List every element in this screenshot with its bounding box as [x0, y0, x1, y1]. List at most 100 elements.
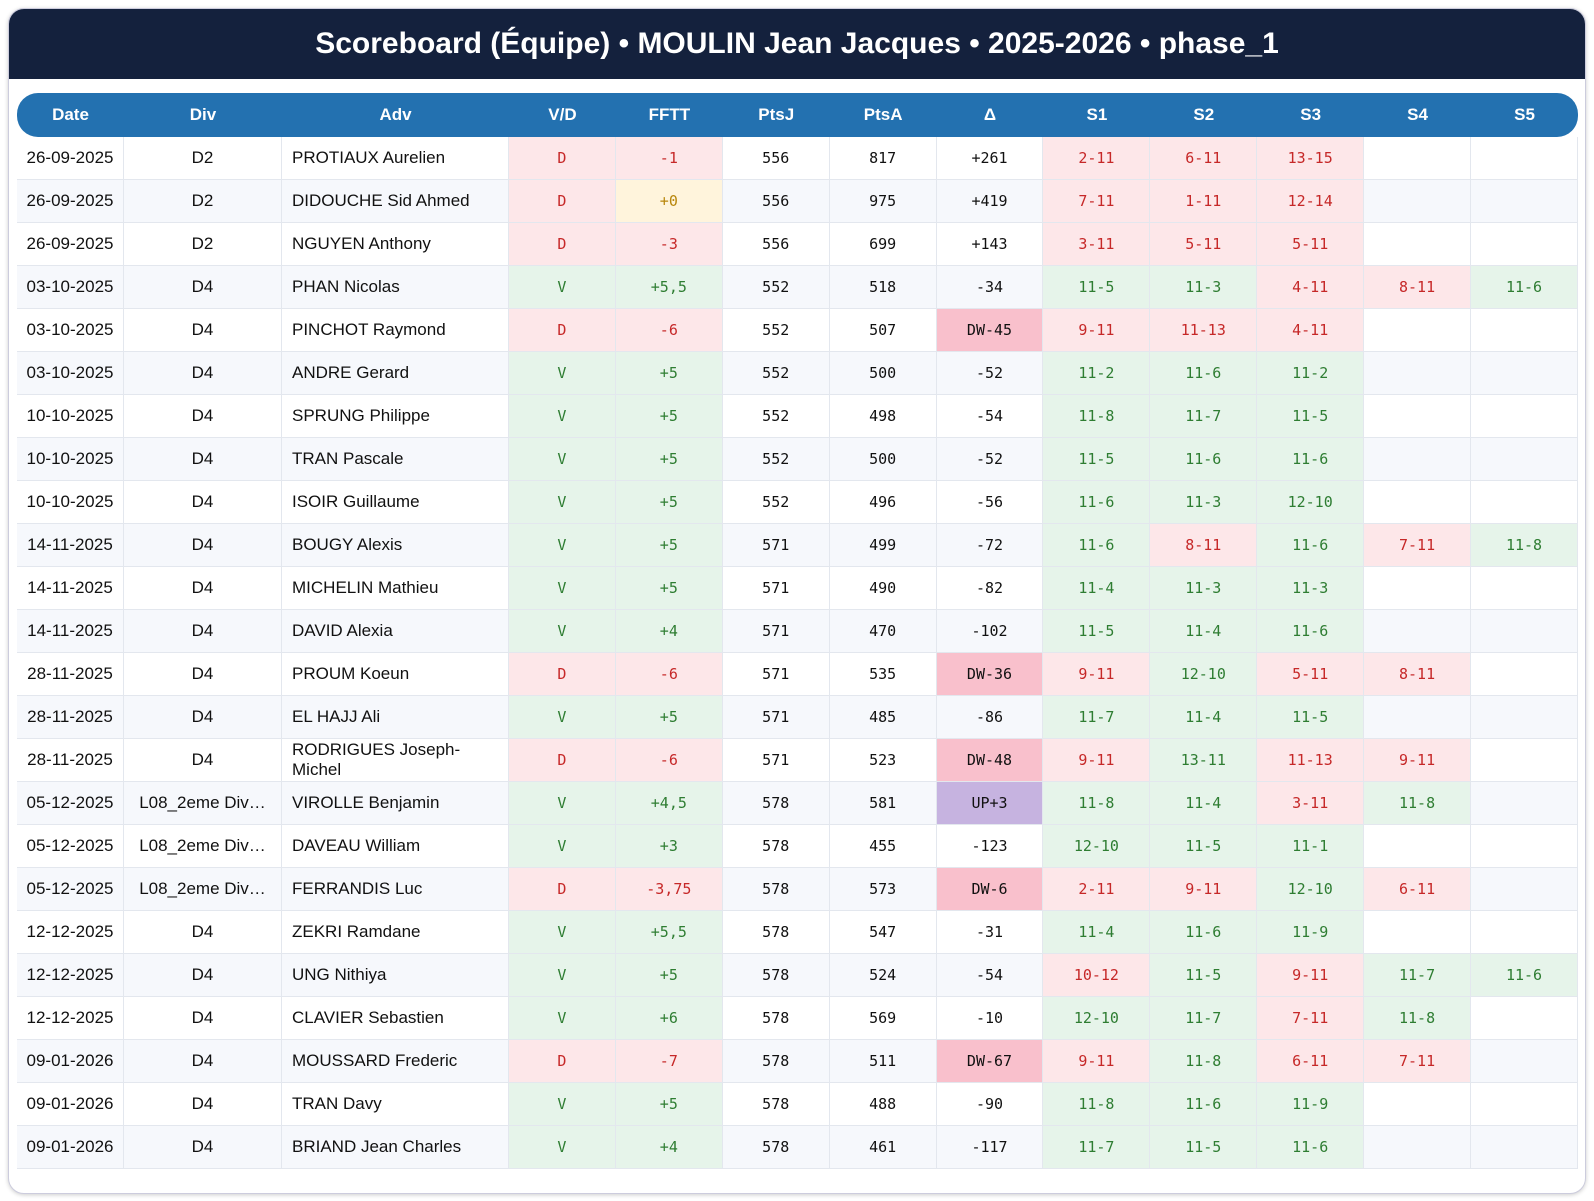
column-header: V/D	[509, 93, 616, 137]
table-cell: 11-5	[1150, 825, 1258, 868]
table-cell: D4	[124, 395, 282, 438]
table-cell: +5	[615, 352, 723, 395]
table-cell: D4	[124, 739, 282, 782]
table-cell: 11-5	[1150, 1126, 1258, 1169]
table-cell: -31	[936, 911, 1044, 954]
table-cell: 11-7	[1150, 395, 1258, 438]
table-cell: D	[509, 309, 616, 352]
table-cell: 507	[829, 309, 937, 352]
table-cell: 10-10-2025	[17, 438, 124, 481]
table-row: 03-10-2025 D4 ANDRE Gerard V +5 552 500 -52 11-2…	[17, 352, 1578, 395]
table-cell: 11-1	[1257, 825, 1365, 868]
table-cell: PROTIAUX Aurelien	[282, 137, 509, 180]
table-cell: 9-11	[1043, 653, 1151, 696]
table-cell: D4	[124, 653, 282, 696]
table-cell: +4	[615, 610, 723, 653]
table-row: 05-12-2025 L08_2eme Div… DAVEAU William V +3…	[17, 825, 1578, 868]
table-cell: 498	[829, 395, 937, 438]
table-cell: 09-01-2026	[17, 1126, 124, 1169]
table-cell: 11-13	[1150, 309, 1258, 352]
table-cell: 552	[722, 352, 830, 395]
table-row: 28-11-2025 D4 EL HAJJ Ali V +5 571 485 -86 11-7 1…	[17, 696, 1578, 739]
table-cell	[1471, 825, 1578, 868]
table-cell: D	[509, 868, 616, 911]
table-cell: DW-6	[936, 868, 1044, 911]
column-header: Δ	[936, 93, 1044, 137]
table-cell: 28-11-2025	[17, 653, 124, 696]
table-cell: D2	[124, 180, 282, 223]
table-cell: 10-12	[1043, 954, 1151, 997]
table-cell: +6	[615, 997, 723, 1040]
table-cell: 578	[722, 868, 830, 911]
table-cell: V	[509, 997, 616, 1040]
table-cell: 552	[722, 309, 830, 352]
table-cell: 556	[722, 137, 830, 180]
table-cell: 11-8	[1043, 782, 1151, 825]
table-cell: D	[509, 223, 616, 266]
table-cell: 11-8	[1043, 395, 1151, 438]
table-cell	[1471, 567, 1578, 610]
table-cell: D4	[124, 481, 282, 524]
table-cell: V	[509, 954, 616, 997]
table-cell: 11-8	[1150, 1040, 1258, 1083]
table-cell: 500	[829, 352, 937, 395]
table-cell: 569	[829, 997, 937, 1040]
table-cell: 6-11	[1150, 137, 1258, 180]
table-cell: 571	[722, 524, 830, 567]
table-cell: -6	[615, 739, 723, 782]
table-cell	[1471, 739, 1578, 782]
table-cell: 12-10	[1257, 868, 1365, 911]
table-row: 14-11-2025 D4 BOUGY Alexis V +5 571 499 -72 11-6…	[17, 524, 1578, 567]
table-cell: 11-3	[1257, 567, 1365, 610]
table-cell: 496	[829, 481, 937, 524]
table-cell: PHAN Nicolas	[282, 266, 509, 309]
table-cell: V	[509, 782, 616, 825]
table-cell: 552	[722, 438, 830, 481]
table-cell	[1364, 137, 1472, 180]
table-cell: D	[509, 653, 616, 696]
table-cell: 9-11	[1043, 309, 1151, 352]
table-cell: 11-6	[1257, 438, 1365, 481]
column-header: PtsJ	[722, 93, 830, 137]
table-cell: DW-45	[936, 309, 1044, 352]
table-cell: D	[509, 137, 616, 180]
table-cell: 11-6	[1150, 438, 1258, 481]
table-cell: -3,75	[615, 868, 723, 911]
table-row: 03-10-2025 D4 PHAN Nicolas V +5,5 552 518 -34 11…	[17, 266, 1578, 309]
table-cell: +143	[936, 223, 1044, 266]
table-cell: 26-09-2025	[17, 223, 124, 266]
table-cell: 03-10-2025	[17, 309, 124, 352]
table-cell: 11-2	[1257, 352, 1365, 395]
table-cell: 12-12-2025	[17, 997, 124, 1040]
table-cell: 12-10	[1257, 481, 1365, 524]
table-cell	[1471, 180, 1578, 223]
table-cell: 9-11	[1043, 739, 1151, 782]
table-cell: DIDOUCHE Sid Ahmed	[282, 180, 509, 223]
scoreboard-card: Scoreboard (Équipe) • MOULIN Jean Jacque…	[8, 8, 1586, 1194]
table-cell: 11-9	[1257, 1083, 1365, 1126]
table-cell: D4	[124, 567, 282, 610]
table-cell: 11-3	[1150, 567, 1258, 610]
table-cell: 14-11-2025	[17, 567, 124, 610]
table-cell: 14-11-2025	[17, 524, 124, 567]
table-cell	[1364, 438, 1472, 481]
table-cell: V	[509, 696, 616, 739]
table-cell: 28-11-2025	[17, 696, 124, 739]
table-cell	[1471, 395, 1578, 438]
table-cell: 578	[722, 1083, 830, 1126]
table-cell: 11-9	[1257, 911, 1365, 954]
table-cell: 03-10-2025	[17, 266, 124, 309]
table-cell	[1364, 696, 1472, 739]
table-cell: -3	[615, 223, 723, 266]
table-cell: DAVID Alexia	[282, 610, 509, 653]
table-cell: D4	[124, 1083, 282, 1126]
table-cell: TRAN Pascale	[282, 438, 509, 481]
column-header: PtsA	[829, 93, 937, 137]
table-cell: V	[509, 524, 616, 567]
table-cell: D2	[124, 137, 282, 180]
table-cell: DAVEAU William	[282, 825, 509, 868]
table-cell: +4,5	[615, 782, 723, 825]
table-cell: MOUSSARD Frederic	[282, 1040, 509, 1083]
table-cell	[1471, 1040, 1578, 1083]
table-cell: D4	[124, 696, 282, 739]
